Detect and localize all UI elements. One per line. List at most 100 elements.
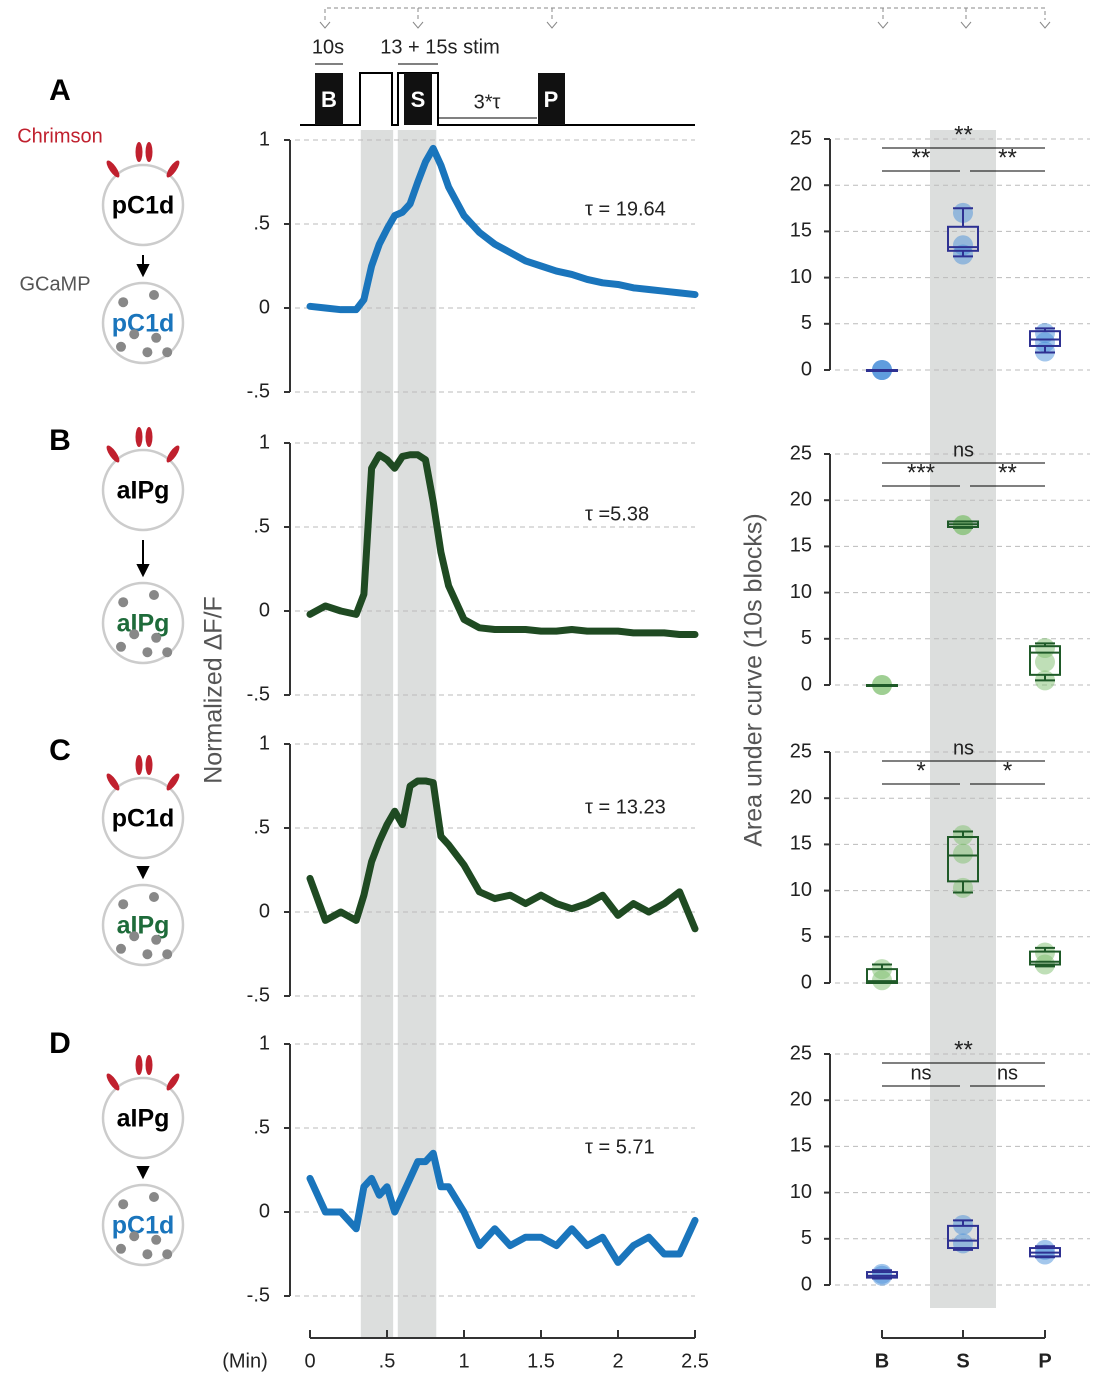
y-tick-label: 1 <box>259 732 270 754</box>
panel-letter: C <box>49 734 71 767</box>
protocol <box>300 7 1051 126</box>
receptor <box>166 1073 180 1091</box>
span-arrows <box>315 63 537 119</box>
box <box>866 968 898 985</box>
cell-label: aIPg <box>117 610 170 638</box>
y-tick-label: 0 <box>259 599 270 621</box>
sensor-label: GCaMP <box>19 273 90 295</box>
y-tick-label: 0 <box>801 1273 812 1295</box>
trace <box>306 451 699 639</box>
receptor <box>135 142 143 162</box>
receptor <box>166 445 180 463</box>
receptor <box>166 773 180 791</box>
y-tick-label: -.5 <box>247 1284 270 1306</box>
y-tick-label: 1 <box>259 128 270 150</box>
panel-letter: D <box>49 1027 71 1060</box>
connection-arrow <box>136 540 150 578</box>
data-point <box>872 1263 892 1284</box>
trace <box>306 1149 699 1266</box>
y-tick-label: 20 <box>790 1088 812 1110</box>
y-tick-label: 25 <box>790 127 812 149</box>
vesicle <box>151 632 162 643</box>
x-tick-label: B <box>875 1350 889 1372</box>
tau-label: τ = 19.64 <box>585 198 666 220</box>
receptor <box>135 1055 143 1075</box>
receptor <box>106 445 120 463</box>
vesicle <box>129 329 140 340</box>
significance-label: ** <box>998 459 1017 486</box>
significance-label: ** <box>912 144 931 171</box>
cell-label: aIPg <box>117 477 170 505</box>
panel-letter: A <box>49 74 71 107</box>
vesicle <box>149 1192 159 1202</box>
y-tick-label: .5 <box>253 1116 270 1138</box>
vesicle <box>118 297 129 308</box>
y-tick-label: 20 <box>790 173 812 195</box>
box <box>1029 645 1061 676</box>
box <box>947 836 979 883</box>
tau-label: τ =5.38 <box>585 503 649 525</box>
vesicle <box>129 629 140 640</box>
y-tick-label: 0 <box>259 1200 270 1222</box>
decay-label: 3*τ <box>474 91 501 113</box>
significance-label: ns <box>953 737 974 759</box>
significance-label: ** <box>954 1036 973 1063</box>
y-tick-label: 0 <box>801 971 812 993</box>
y-tick-label: 1 <box>259 1032 270 1054</box>
y-tick-label: 20 <box>790 786 812 808</box>
connection-arrow <box>136 866 150 880</box>
receptor <box>106 773 120 791</box>
receptor <box>145 142 153 162</box>
y-tick-label: 15 <box>790 1135 812 1157</box>
receptor <box>145 1055 153 1075</box>
y-tick-label: .5 <box>253 515 270 537</box>
data-point <box>1035 1244 1055 1265</box>
y-tick-label: 20 <box>790 488 812 510</box>
receptor <box>145 755 153 775</box>
vesicle <box>142 949 153 960</box>
y-tick-label: 15 <box>790 220 812 242</box>
vesicle <box>116 943 126 954</box>
tau-label: τ = 13.23 <box>585 796 666 818</box>
y-tick-label: 5 <box>801 627 812 649</box>
block-b-label: B <box>321 87 337 112</box>
vesicle <box>162 949 173 960</box>
y-tick-label: 25 <box>790 442 812 464</box>
y-axis-title: Area under curve (10s blocks) <box>740 513 768 846</box>
block-p-label: P <box>544 87 559 112</box>
vesicle <box>142 647 153 658</box>
vesicle <box>149 290 159 300</box>
y-tick-label: 0 <box>259 900 270 922</box>
significance-label: ** <box>954 121 973 148</box>
connection-arrow <box>136 255 150 278</box>
significance-label: * <box>916 757 925 784</box>
data-point <box>1035 638 1055 659</box>
y-tick-label: 15 <box>790 535 812 557</box>
block-s <box>404 73 432 125</box>
cell-label: aIPg <box>117 1105 170 1133</box>
stim-band <box>930 130 996 1308</box>
dashed-links <box>324 7 1046 20</box>
significance-label: ns <box>953 439 974 461</box>
y-tick-label: .5 <box>253 816 270 838</box>
stim-trace <box>300 72 695 126</box>
significance-label: ns <box>910 1062 931 1084</box>
receptor <box>106 1073 120 1091</box>
x-tick-label: 2 <box>612 1350 623 1372</box>
y-tick-label: 0 <box>801 358 812 380</box>
cell-body <box>101 163 185 247</box>
vesicle <box>151 934 162 945</box>
receptor <box>135 755 143 775</box>
stim-label: 13 + 15s stim <box>380 36 500 58</box>
effector-label: Chrimson <box>17 125 103 147</box>
vesicle <box>162 647 173 658</box>
y-tick-label: 5 <box>801 925 812 947</box>
vesicle <box>142 347 153 358</box>
connection-arrow <box>136 1166 150 1180</box>
box <box>947 225 979 252</box>
block-s-label: S <box>411 87 426 112</box>
y-tick-label: 25 <box>790 740 812 762</box>
panel-letter: B <box>49 424 71 457</box>
receptor <box>106 160 120 178</box>
y-tick-label: -.5 <box>247 683 270 705</box>
